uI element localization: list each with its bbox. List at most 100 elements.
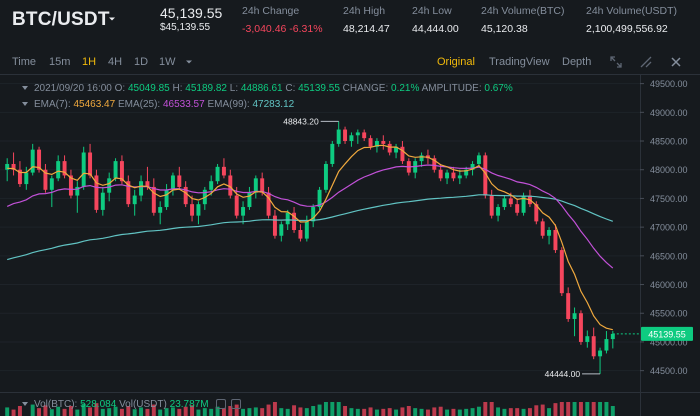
volume-bar [68,406,73,416]
volume-bar [5,407,10,416]
expand-icon[interactable] [608,54,624,70]
volume-bar [355,408,360,416]
view-tradingview[interactable]: TradingView [489,56,550,68]
y-tick-label: 46500.00 [650,251,688,261]
volume-bar [190,405,195,416]
volume-bar [419,408,424,416]
volume-bar [534,405,539,416]
y-tick-label: 44500.00 [650,366,688,376]
candle-down [515,204,520,213]
y-tick-label: 49000.00 [650,108,688,118]
candle-up [113,161,118,179]
candle-down [298,230,303,239]
caret-down-icon[interactable] [22,102,28,107]
candle-up [604,339,609,351]
amplitude-value: 0.67% [484,83,513,94]
last-price: 45,139.55 [160,5,223,21]
candle-up [496,207,501,216]
candle-up [196,204,201,216]
ema7-value: 45463.47 [73,99,116,110]
candle-down [221,166,226,176]
candle-down [432,158,437,170]
volume-bar [132,409,137,416]
candle-down [540,221,545,236]
volume-bar [387,408,392,416]
volume-bar [502,408,507,416]
stat-label: 24h Volume(USDT) [586,5,678,17]
candle-down [260,178,265,193]
volume-bar [126,406,131,416]
interval-time[interactable]: Time [12,56,37,68]
volume-bar [234,404,239,416]
candle-down [17,169,22,185]
chart-toolbar: Time 15m 1H 4H 1D 1W Original TradingVie… [0,50,700,74]
volume-bar [578,402,583,416]
volume-bar [317,404,322,416]
candle-up [139,181,144,196]
volume-bar [228,406,233,416]
resize-icon[interactable] [638,54,654,70]
interval-1h[interactable]: 1H [82,56,97,68]
stat-24h-change: 24h Change -3,040.46 -6.31% [242,5,323,35]
volume-bar [100,408,105,416]
view-original[interactable]: Original [437,56,475,68]
hide-icon[interactable] [231,399,242,410]
candle-down [362,132,367,139]
y-tick-label: 48000.00 [650,165,688,175]
candle-up [470,163,475,170]
y-tick-label: 45000.00 [650,337,688,347]
chevron-down-icon[interactable] [181,54,197,70]
low-value: 44886.61 [240,83,283,94]
candle-up [170,175,175,190]
candle-down [228,175,233,196]
candle-down [177,175,182,187]
volume-bar [445,409,450,416]
interval-1w[interactable]: 1W [159,56,176,68]
volume-bar [521,408,526,416]
candle-down [190,204,195,216]
candle-up [100,192,105,210]
candlestick-chart[interactable]: 49500.00 49000.00 48500.00 48000.00 47500.00… [0,75,700,416]
view-depth[interactable]: Depth [562,56,592,68]
candle-down [266,192,271,216]
chevron-down-icon[interactable] [106,13,118,25]
y-tick-label: 49500.00 [650,79,688,89]
candle-up [502,198,507,208]
volume-bar [343,406,348,416]
close-icon[interactable] [668,54,684,70]
volume-bar [170,407,175,416]
interval-15m[interactable]: 15m [49,56,71,68]
volume-bar [585,402,590,416]
volume-bar [540,404,545,416]
toolbar-divider [0,74,700,75]
volume-bar [604,402,609,416]
volume-bar [221,408,226,416]
candle-up [56,161,61,179]
candle-down [451,172,456,179]
settings-icon[interactable] [216,399,227,410]
volume-bar [336,402,341,416]
volume-bar [119,408,124,416]
caret-down-icon[interactable] [22,402,28,407]
interval-4h[interactable]: 4H [108,56,123,68]
y-tick-label: 45500.00 [650,309,688,319]
candle-down [43,169,48,190]
volume-bar [457,409,462,416]
volume-bar [438,406,443,416]
candle-up [247,192,252,208]
interval-1d[interactable]: 1D [134,56,149,68]
volume-bar [107,408,112,416]
volume-bar [553,403,558,416]
y-tick-label: 47000.00 [650,223,688,233]
caret-down-icon[interactable] [22,86,28,91]
volume-bar [37,408,42,416]
pair-name[interactable]: BTC/USDT [12,9,110,30]
volume-bar [476,406,481,416]
last-price-usd: $45,139.55 [160,22,211,33]
candle-down [400,146,405,162]
volume-bar [323,402,328,416]
volume-bar [572,402,577,416]
candle-down [343,129,348,142]
candle-up [445,172,450,179]
stat-24h-volume-usdt: 24h Volume(USDT) 2,100,499,556.92 [586,5,677,35]
